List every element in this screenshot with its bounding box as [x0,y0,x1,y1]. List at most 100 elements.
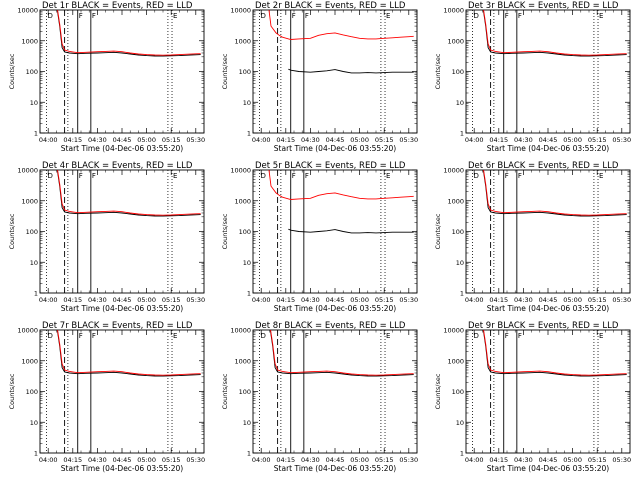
marker-label: F [92,332,96,340]
x-tick-label: 05:30 [186,136,205,144]
marker-label: F [292,332,296,340]
x-tick-label: 04:15 [489,456,508,464]
marker-label: F [292,12,296,20]
x-axis-label: Start Time (04-Dec-06 03:55:20) [61,464,183,473]
y-tick-label: 100 [452,388,464,396]
marker-label: F [305,332,309,340]
y-axis-label: Counts/sec [8,373,16,409]
y-tick-label: 1 [247,130,251,138]
x-axis-label: Start Time (04-Dec-06 03:55:20) [487,304,609,313]
x-tick-label: 05:00 [350,296,369,304]
x-tick-label: 05:15 [375,136,394,144]
x-tick-label: 04:45 [113,456,132,464]
x-tick-label: 04:15 [276,296,295,304]
x-tick-label: 04:15 [276,456,295,464]
x-tick-label: 05:30 [399,456,418,464]
x-tick-label: 04:30 [514,296,533,304]
x-tick-label: 05:15 [375,456,394,464]
lld-series-line [483,10,627,56]
y-tick-label: 1000 [234,357,251,365]
x-tick-label: 05:15 [375,296,394,304]
y-tick-label: 10 [456,259,464,267]
y-tick-label: 1 [460,290,464,298]
lld-series-line [268,170,414,200]
marker-label: F [92,12,96,20]
x-tick-label: 04:30 [88,136,107,144]
panel-9r: Det 9r BLACK = Events, RED = LLD 1 10 100 10… [434,321,631,473]
x-tick-label: 04:30 [88,296,107,304]
lld-series-line [57,170,201,216]
x-tick-label: 05:15 [588,296,607,304]
y-tick-label: 1 [247,450,251,458]
y-axis-label: Counts/sec [434,53,442,89]
x-tick-label: 04:45 [326,456,345,464]
lld-series-line [268,10,414,40]
x-axis-label: Start Time (04-Dec-06 03:55:20) [487,144,609,153]
marker-label: F [79,12,83,20]
marker-label: E [386,12,390,20]
marker-label: F [305,12,309,20]
y-tick-label: 1 [460,130,464,138]
marker-label: D [48,332,53,340]
marker-label: E [173,332,177,340]
y-axis-label: Counts/sec [434,373,442,409]
x-tick-label: 04:45 [113,296,132,304]
x-tick-label: 04:45 [539,136,558,144]
x-tick-label: 04:15 [63,456,82,464]
y-tick-label: 100 [239,68,251,76]
y-tick-label: 1 [247,290,251,298]
marker-label: D [261,332,266,340]
marker-label: F [292,172,296,180]
marker-label: F [79,332,83,340]
y-tick-label: 1000 [21,357,38,365]
events-series-line [56,170,201,217]
panel-title: Det 8r BLACK = Events, RED = LLD [255,321,406,331]
lld-series-line [483,330,627,376]
panel-2r: Det 2r BLACK = Events, RED = LLD 1 10 100 10… [221,1,418,153]
y-tick-label: 1000 [21,197,38,205]
y-tick-label: 1 [34,450,38,458]
y-tick-label: 100 [26,388,38,396]
panel-title: Det 5r BLACK = Events, RED = LLD [255,161,406,171]
x-tick-label: 04:00 [252,136,271,144]
marker-label: D [261,12,266,20]
x-tick-label: 05:30 [186,296,205,304]
y-tick-label: 100 [26,68,38,76]
events-series-line [269,330,414,377]
panel-1r: Det 1r BLACK = Events, RED = LLD 1 10 100 10… [8,1,205,153]
x-tick-label: 05:00 [563,456,582,464]
marker-label: E [386,172,390,180]
y-tick-label: 100 [26,228,38,236]
panel-title: Det 1r BLACK = Events, RED = LLD [42,1,193,11]
panel-title: Det 9r BLACK = Events, RED = LLD [468,321,619,331]
panel-8r: Det 8r BLACK = Events, RED = LLD 1 10 100 10… [221,321,418,473]
y-tick-label: 10 [456,419,464,427]
y-tick-label: 1000 [234,37,251,45]
x-tick-label: 04:30 [301,296,320,304]
panel-title: Det 4r BLACK = Events, RED = LLD [42,161,193,171]
x-tick-label: 04:15 [489,136,508,144]
x-tick-label: 05:30 [612,296,631,304]
x-tick-label: 04:15 [489,296,508,304]
y-tick-label: 100 [239,228,251,236]
lld-series-line [270,330,414,376]
y-tick-label: 1 [460,450,464,458]
marker-label: F [305,172,309,180]
y-axis-label: Counts/sec [221,213,229,249]
events-series-line [482,330,627,377]
panel-title: Det 3r BLACK = Events, RED = LLD [468,1,619,11]
x-tick-label: 04:00 [465,136,484,144]
x-tick-label: 04:45 [326,296,345,304]
x-axis-label: Start Time (04-Dec-06 03:55:20) [61,144,183,153]
x-tick-label: 04:00 [39,456,58,464]
panel-title: Det 2r BLACK = Events, RED = LLD [255,1,406,11]
x-tick-label: 04:30 [301,456,320,464]
marker-label: E [173,172,177,180]
marker-label: E [599,332,603,340]
x-tick-label: 04:00 [39,136,58,144]
x-tick-label: 04:45 [326,136,345,144]
x-tick-label: 05:00 [563,296,582,304]
x-axis-label: Start Time (04-Dec-06 03:55:20) [274,304,396,313]
y-tick-label: 10000 [17,327,38,335]
